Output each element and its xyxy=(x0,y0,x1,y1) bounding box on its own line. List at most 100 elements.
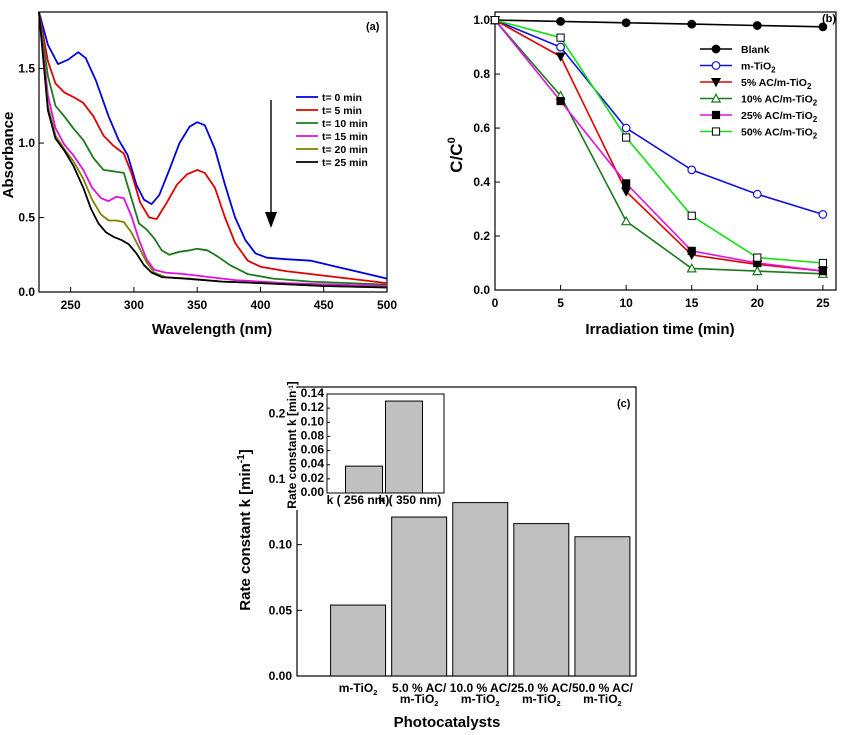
panel-b-ytick-label: 0.2 xyxy=(473,229,490,243)
panel-c-ylabel-sup: -1 xyxy=(236,454,247,463)
panel-a-series-line xyxy=(38,11,388,284)
panel-c-category-line2: m-TiO xyxy=(583,692,617,706)
panel-b-data-point xyxy=(622,179,631,188)
panel-c-category-label2: m-TiO2 xyxy=(400,692,439,708)
panel-b-data-point xyxy=(621,18,631,28)
panel-b-ytick-label: 0.4 xyxy=(473,175,490,189)
panel-c-inset-ytick-label: 0.14 xyxy=(301,386,325,400)
panel-b-series-line xyxy=(494,19,823,272)
panel-c-xlabel: Photocatalysts xyxy=(394,714,501,731)
panel-b-data-point xyxy=(555,52,566,62)
panel-c-category-label2: m-TiO2 xyxy=(583,692,622,708)
panel-b-legend-marker xyxy=(711,44,721,54)
panel-a-xtick-label: 450 xyxy=(314,298,334,312)
panel-c-category-line2: m-TiO xyxy=(461,692,495,706)
panel-c-category-sub2: 2 xyxy=(495,699,499,708)
panel-a-series-line xyxy=(38,11,388,287)
panel-c-category-label: 25.0 % AC/ xyxy=(511,681,573,695)
panel-b-data-point xyxy=(621,187,632,197)
panel-a-xtick-label: 300 xyxy=(124,298,144,312)
panel-b-legend-marker xyxy=(711,110,721,120)
panel-a-xtick-label: 250 xyxy=(61,298,81,312)
panel-b-data-point xyxy=(818,210,828,219)
panel-a-series-line xyxy=(38,11,388,286)
panel-b-data-point xyxy=(753,253,762,262)
panel-c-inset-ytick-label: 0.10 xyxy=(301,414,325,428)
panel-a-ytick-label: 0.0 xyxy=(18,285,35,299)
panel-c-category-label: 5.0 % AC/ xyxy=(392,681,447,695)
panel-a-xlabel: Wavelength (nm) xyxy=(152,321,272,338)
panel-a-arrow-head xyxy=(265,212,277,228)
panel-b-data-point xyxy=(556,42,565,52)
panel-c-inset-bar xyxy=(385,400,423,494)
panel-a-series-line xyxy=(38,11,388,280)
panel-c-inset-ytick-label: 0.04 xyxy=(301,457,325,471)
panel-b-legend-marker xyxy=(711,61,721,70)
panel-b-frame xyxy=(494,11,837,291)
panel-c-category-line2: m-TiO xyxy=(400,692,434,706)
panel-c-ylabel: Rate constant k [min-1] xyxy=(236,449,254,610)
panel-c-inset-ylabel: Rate constant k [min-1] xyxy=(285,381,299,508)
panel-c-inset-ytick-label: 0.08 xyxy=(301,428,325,442)
panel-b-data-point xyxy=(687,246,696,255)
panel-b-legend-name: m-TiO xyxy=(741,61,771,73)
panel-b-series-line xyxy=(494,19,824,216)
panel-b-ytick-label: 0.8 xyxy=(473,67,490,81)
panel-c-category-line1: m-TiO xyxy=(339,681,373,695)
panel-b-series-line xyxy=(494,19,823,272)
panel-c-inset-bar xyxy=(345,465,383,494)
panel-b-legend-marker xyxy=(711,127,721,136)
panel-b-data-point xyxy=(752,189,762,199)
panel-b-legend-entry: 50% AC/m-TiO2 xyxy=(741,127,818,141)
panel-b-data-point xyxy=(621,123,631,133)
panel-a: Absorbance Wavelength (nm) (a) 250 300 350… xyxy=(0,11,397,338)
panel-a-legend-entry: t= 0 min xyxy=(322,92,362,104)
panel-b-label: (b) xyxy=(822,13,836,25)
panel-b-legend-sub: 2 xyxy=(813,115,818,124)
panel-c-inset-ylabel-close: ] xyxy=(285,381,299,385)
panel-c-category-sub2: 2 xyxy=(556,699,560,708)
panel-b-data-point xyxy=(687,19,697,29)
panel-b-legend-name: 50% AC/m-TiO xyxy=(741,127,813,139)
panel-b-ytick-label: 1.0 xyxy=(473,13,490,27)
panel-b-legend-name: 10% AC/m-TiO xyxy=(741,94,813,106)
panel-b-legend-sub: 2 xyxy=(771,66,776,75)
panel-c-category-line2: m-TiO xyxy=(522,692,556,706)
panel-b-data-point xyxy=(622,133,631,142)
panel-c-inset-ytick-label: 0.00 xyxy=(301,485,325,499)
panel-c-ylabel-text: Rate constant k [min xyxy=(237,463,254,611)
panel-b-data-point xyxy=(556,96,565,106)
panel-b-data-point xyxy=(818,267,827,276)
panel-b-data-point xyxy=(752,21,762,30)
panel-b-xtick-label: 10 xyxy=(619,296,633,310)
panel-a-xtick-label: 350 xyxy=(187,298,207,312)
panel-b-legend-name: 5% AC/m-TiO xyxy=(741,77,807,89)
panel-b-ytick-label: 0.6 xyxy=(473,121,490,135)
panel-c-bar xyxy=(574,536,631,677)
panel-b-legend-sub: 2 xyxy=(813,99,818,108)
panel-b-xtick-label: 5 xyxy=(557,296,564,310)
panel-a-legend-entry: t= 5 min xyxy=(322,105,362,117)
panel-c-bar xyxy=(513,523,570,677)
panel-c-category-sub2: 2 xyxy=(618,699,622,708)
panel-a-label: (a) xyxy=(366,21,380,33)
panel-b-series-line xyxy=(494,19,823,275)
panel-c-category-line1: 5.0 % AC/ xyxy=(392,681,447,695)
panel-c-inset-ytick-label: 0.12 xyxy=(301,400,325,414)
panel-b-data-point xyxy=(818,258,827,268)
panel-b-xtick-label: 0 xyxy=(492,296,499,310)
panel-b-legend-sub: 2 xyxy=(813,132,818,141)
panel-b-legend-name: 25% AC/m-TiO xyxy=(741,110,813,122)
panel-b-xlabel: Irradiation time (min) xyxy=(585,321,734,338)
panel-c-category-label2: m-TiO2 xyxy=(461,692,500,708)
panel-a-legend-entry: t= 25 min xyxy=(322,157,368,169)
panel-c-bar xyxy=(330,604,387,677)
panel-c-bar xyxy=(452,502,509,677)
panel-b-series-line xyxy=(494,19,823,264)
panel-b-data-point xyxy=(556,17,565,26)
panel-b-plot: 0 5 10 15 20 250.00.20.40.60.81.0Blankm-TiO25… xyxy=(473,11,837,310)
panel-a-xtick-label: 400 xyxy=(250,298,270,312)
panel-c-ytick-label: 0.00 xyxy=(269,669,293,683)
panel-c-ylabel-close: ] xyxy=(237,449,254,454)
